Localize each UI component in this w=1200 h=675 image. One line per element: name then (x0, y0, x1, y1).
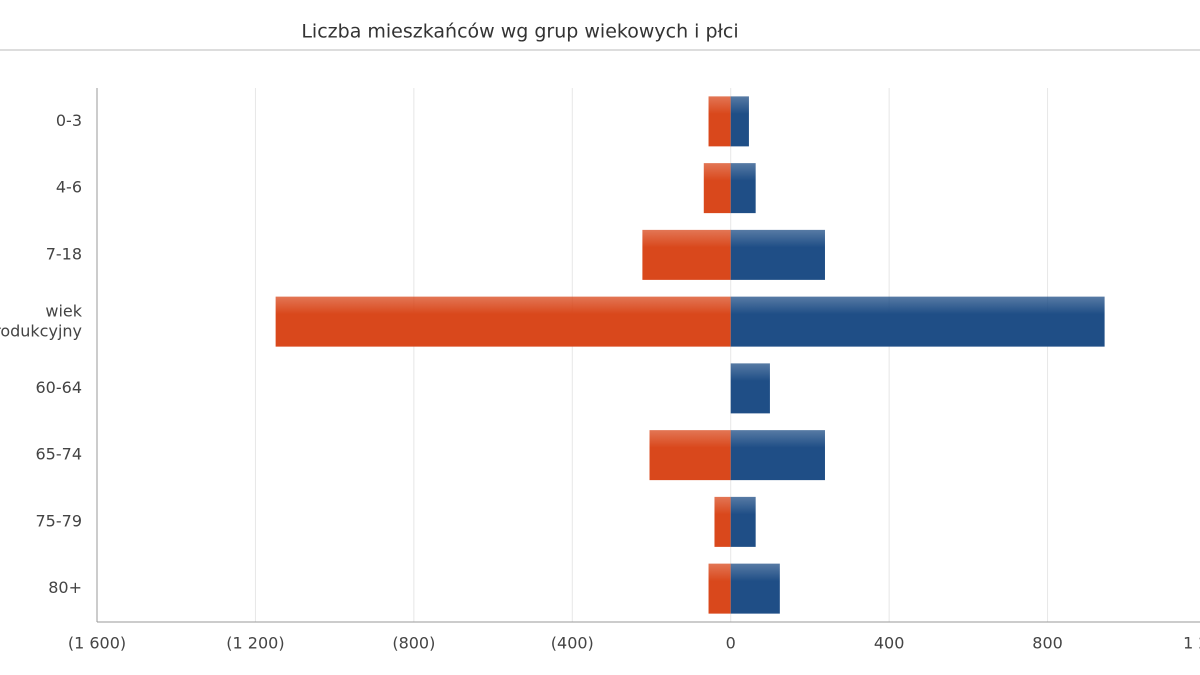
y-tick-label: 7-18 (46, 244, 82, 263)
bar (730, 229, 825, 280)
bar (642, 229, 731, 280)
bar (708, 563, 731, 614)
y-tick-label: 4-6 (56, 178, 82, 197)
bar (275, 296, 731, 347)
bar (703, 163, 731, 214)
bar (730, 296, 1105, 347)
y-tick-label: 75-79 (36, 511, 83, 530)
x-tick-label: (1 600) (68, 634, 126, 653)
x-tick-label: 400 (874, 634, 905, 653)
bar (730, 163, 756, 214)
x-tick-label: (400) (551, 634, 594, 653)
x-tick-label: (1 200) (226, 634, 284, 653)
y-tick-label: 65-74 (36, 445, 83, 464)
bar (730, 96, 749, 147)
bar (730, 430, 825, 481)
bar (730, 363, 770, 414)
x-tick-label: 800 (1032, 634, 1063, 653)
bar (730, 563, 780, 614)
y-tick-label: 80+ (48, 578, 82, 597)
bar (649, 430, 731, 481)
y-tick-label: 60-64 (36, 378, 83, 397)
x-tick-label: (800) (392, 634, 435, 653)
x-tick-label: 0 (726, 634, 736, 653)
bar (714, 496, 731, 547)
x-tick-label: 1 200 (1183, 634, 1200, 653)
bar (708, 96, 731, 147)
bar (730, 496, 756, 547)
y-tick-label: 0-3 (56, 111, 82, 130)
chart-title: Liczba mieszkańców wg grup wiekowych i p… (301, 21, 738, 43)
y-tick-label: wiek produkcyjny (0, 301, 83, 340)
